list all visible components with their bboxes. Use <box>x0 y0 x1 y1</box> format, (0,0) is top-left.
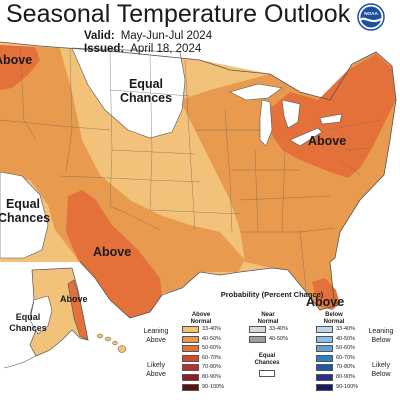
lake-superior <box>229 83 283 101</box>
legend-col-above: Above Normal <box>190 312 212 325</box>
legend-above-range: 90-100% <box>202 383 225 390</box>
alaska-equal-chances-region <box>29 295 53 335</box>
legend-above-swatch <box>182 374 199 381</box>
legend-near-range: 40-50% <box>269 335 288 342</box>
equal-chances-west-region <box>0 171 49 259</box>
label-above-florida: Above <box>306 295 345 309</box>
legend-below-range: 40-50% <box>336 335 355 342</box>
legend-above-swatch <box>182 345 199 353</box>
legend-near-range: 33-40% <box>269 326 288 332</box>
issued-label: Issued: <box>84 43 125 55</box>
legend-near-swatch <box>249 326 266 333</box>
label-above-northwest: Above <box>0 53 33 67</box>
legend-above-range: 80-90% <box>202 374 221 380</box>
lake-michigan <box>259 99 273 147</box>
conus-outline <box>0 41 397 319</box>
label-above-texas: Above <box>93 245 132 259</box>
northwest-50-60-region <box>0 45 40 90</box>
alaska-above-region <box>67 279 89 341</box>
legend-below-swatch <box>316 345 333 353</box>
legend-below-swatch <box>316 354 333 362</box>
equal-chances-north-region <box>71 47 186 139</box>
legend-equal-chances-label: Equal Chances <box>254 353 280 366</box>
legend-leaning-above: Leaning Above <box>143 328 169 344</box>
valid-value: May-Jun-Jul 2024 <box>120 30 213 42</box>
legend-below-range: 50-60% <box>336 345 355 352</box>
legend-above-swatch <box>182 354 199 362</box>
legend-below-range: 90-100% <box>336 383 359 390</box>
legend-col-near: Near Normal <box>257 312 279 325</box>
label-equal-chances-west: Equal Chances <box>0 197 51 225</box>
legend-title: Probability (Percent Chance) <box>220 290 324 299</box>
issued-value: April 18, 2024 <box>130 43 202 55</box>
florida-50-60-region <box>312 278 340 310</box>
valid-line: Valid: May-Jun-Jul 2024 <box>84 30 212 42</box>
label-above-alaska: Above <box>60 294 88 304</box>
legend-below-range: 33-40% <box>336 326 355 332</box>
legend-near-swatch <box>249 335 266 343</box>
texas-50-60-region <box>66 190 162 318</box>
legend-below-range: 60-70% <box>336 354 355 361</box>
label-equal-chances-north: Equal Chances <box>119 77 173 105</box>
legend-equal-chances-swatch <box>259 370 275 377</box>
lake-erie <box>289 127 323 147</box>
legend-above-range: 70-80% <box>202 364 221 371</box>
legend-col-below: Below Normal <box>323 312 345 325</box>
legend-below-range: 70-80% <box>336 364 355 371</box>
noaa-logo-icon: NOAA <box>357 3 385 31</box>
legend-below-swatch <box>316 326 333 333</box>
legend-below-swatch <box>316 364 333 372</box>
legend-above-swatch <box>182 335 199 343</box>
state-boundaries <box>0 45 381 291</box>
lake-huron <box>281 99 301 129</box>
legend-above-range: 60-70% <box>202 354 221 361</box>
legend-likely-above: Likely Above <box>146 362 166 378</box>
issued-line: Issued: April 18, 2024 <box>84 43 201 55</box>
probability-legend: Probability (Percent Chance) Above Norma… <box>137 285 400 400</box>
legend-likely-below: Likely Below <box>371 362 391 378</box>
page-title: Seasonal Temperature Outlook <box>6 0 351 28</box>
legend-leaning-below: Leaning Below <box>368 328 394 344</box>
label-equal-chances-alaska: Equal Chances <box>9 312 47 333</box>
noaa-logo-text: NOAA <box>364 11 378 16</box>
legend-below-range: 80-90% <box>336 374 355 380</box>
legend-above-range: 40-50% <box>202 335 221 342</box>
legend-below-swatch <box>316 374 333 381</box>
west-40-50-region <box>0 45 245 300</box>
alaska-aleutians <box>3 355 37 369</box>
hawaii-islands <box>96 333 127 353</box>
legend-above-range: 50-60% <box>202 345 221 352</box>
legend-above-swatch <box>182 364 199 372</box>
legend-below-swatch <box>316 383 333 391</box>
legend-below-swatch <box>316 335 333 343</box>
legend-above-range: 33-40% <box>202 326 221 332</box>
label-above-northeast: Above <box>308 134 347 148</box>
legend-above-swatch <box>182 383 199 391</box>
legend-above-swatch <box>182 326 199 333</box>
lake-ontario <box>319 113 343 125</box>
valid-label: Valid: <box>84 30 115 42</box>
